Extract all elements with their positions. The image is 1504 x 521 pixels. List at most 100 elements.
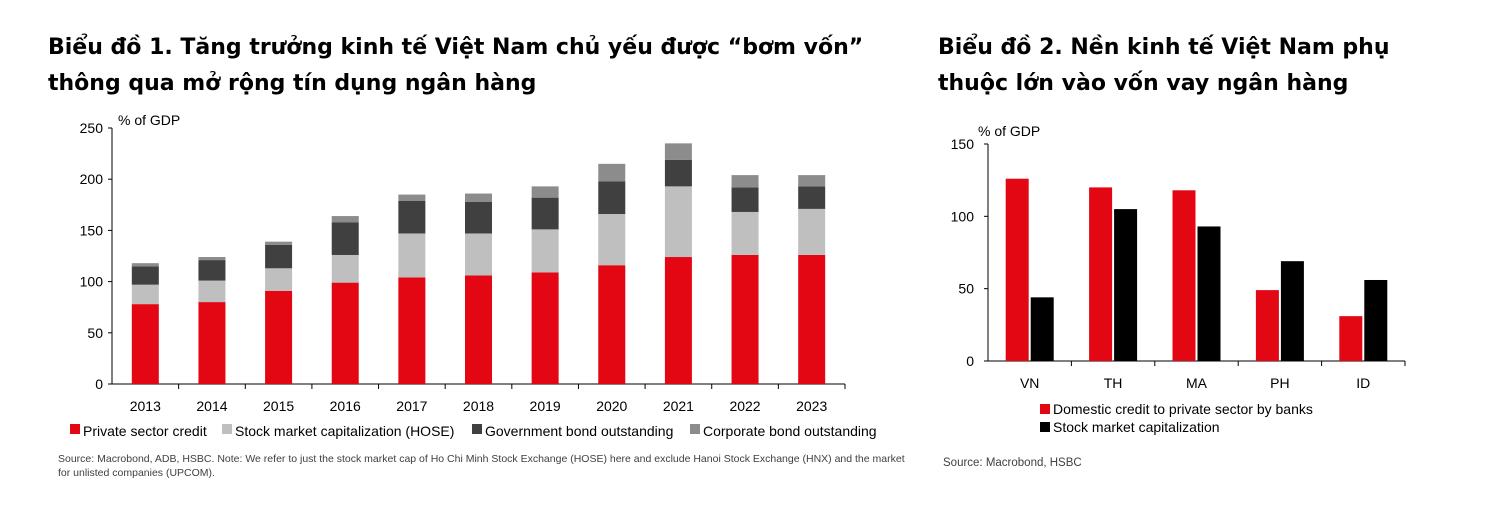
legend-label-government-bond-outstanding: Government bond outstanding xyxy=(485,423,673,439)
bar-domestic-credit-to-private-sector-by-banks-ID xyxy=(1339,316,1363,361)
bar-private-sector-credit-2017 xyxy=(398,277,426,384)
bar-corporate-bond-outstanding-2013 xyxy=(131,263,159,267)
x-tick-label: 2019 xyxy=(530,398,561,414)
bar-stock-market-capitalization-hose-2020 xyxy=(598,214,626,266)
x-tick-label: 2020 xyxy=(596,398,627,414)
bar-stock-market-capitalization-MA xyxy=(1197,226,1221,361)
y-tick-label: 150 xyxy=(80,222,104,238)
legend-label-stock-market-capitalization-hose: Stock market capitalization (HOSE) xyxy=(235,423,454,439)
bar-government-bond-outstanding-2014 xyxy=(198,260,226,281)
bar-stock-market-capitalization-hose-2015 xyxy=(265,268,293,291)
x-tick-label: 2014 xyxy=(196,398,227,414)
bar-government-bond-outstanding-2021 xyxy=(664,159,692,187)
bar-stock-market-capitalization-PH xyxy=(1280,261,1304,361)
bar-private-sector-credit-2022 xyxy=(731,254,759,384)
bar-stock-market-capitalization-VN xyxy=(1030,297,1054,361)
bar-private-sector-credit-2018 xyxy=(465,275,492,384)
x-tick-label: 2023 xyxy=(796,398,827,414)
bar-corporate-bond-outstanding-2022 xyxy=(731,175,759,188)
legend-swatch-domestic-credit-to-private-sector-by-banks xyxy=(1040,404,1050,414)
y-axis-unit-label: % of GDP xyxy=(118,112,180,128)
chart2-source-note: Source: Macrobond, HSBC xyxy=(943,457,1082,469)
legend-label-corporate-bond-outstanding: Corporate bond outstanding xyxy=(703,423,877,439)
bar-stock-market-capitalization-ID xyxy=(1364,279,1388,361)
bar-stock-market-capitalization-hose-2017 xyxy=(398,233,426,278)
legend-swatch-government-bond-outstanding xyxy=(472,424,482,434)
legend-label-stock-market-capitalization: Stock market capitalization xyxy=(1053,419,1220,435)
bar-domestic-credit-to-private-sector-by-banks-TH xyxy=(1089,187,1113,361)
bar-government-bond-outstanding-2020 xyxy=(598,181,626,215)
chart2-title: Biểu đồ 2. Nền kinh tế Việt Nam phụ thuộ… xyxy=(938,35,1390,96)
bar-corporate-bond-outstanding-2018 xyxy=(465,193,492,202)
bar-government-bond-outstanding-2015 xyxy=(265,244,293,269)
bar-corporate-bond-outstanding-2021 xyxy=(664,143,692,160)
y-tick-label: 50 xyxy=(958,281,974,297)
x-tick-label: 2021 xyxy=(663,398,694,414)
bar-government-bond-outstanding-2022 xyxy=(731,187,759,212)
y-tick-label: 0 xyxy=(966,353,974,369)
bar-stock-market-capitalization-hose-2023 xyxy=(798,208,826,255)
legend-swatch-stock-market-capitalization xyxy=(1040,422,1050,432)
bar-private-sector-credit-2013 xyxy=(131,304,159,384)
bar-government-bond-outstanding-2013 xyxy=(131,266,159,285)
y-tick-label: 100 xyxy=(80,274,104,290)
x-tick-label: 2016 xyxy=(330,398,361,414)
bar-private-sector-credit-2020 xyxy=(598,265,626,384)
x-tick-label: 2018 xyxy=(463,398,494,414)
chart1-title: Biểu đồ 1. Tăng trưởng kinh tế Việt Nam … xyxy=(48,35,864,96)
bar-corporate-bond-outstanding-2015 xyxy=(265,241,293,245)
x-tick-label: 2015 xyxy=(263,398,294,414)
y-tick-label: 150 xyxy=(951,136,975,152)
bar-private-sector-credit-2019 xyxy=(531,272,559,384)
bar-government-bond-outstanding-2018 xyxy=(465,201,492,234)
bar-stock-market-capitalization-hose-2016 xyxy=(331,254,359,283)
bar-government-bond-outstanding-2017 xyxy=(398,200,426,234)
y-tick-label: 0 xyxy=(95,376,103,392)
bar-private-sector-credit-2021 xyxy=(664,257,692,384)
bar-private-sector-credit-2023 xyxy=(798,254,826,384)
bar-corporate-bond-outstanding-2014 xyxy=(198,257,226,261)
bar-government-bond-outstanding-2023 xyxy=(798,186,826,209)
legend-label-domestic-credit-to-private-sector-by-banks: Domestic credit to private sector by ban… xyxy=(1053,401,1313,417)
x-tick-label: MA xyxy=(1186,375,1208,391)
bar-corporate-bond-outstanding-2023 xyxy=(798,175,826,187)
y-tick-label: 200 xyxy=(80,171,104,187)
x-tick-label: 2017 xyxy=(396,398,427,414)
bar-government-bond-outstanding-2019 xyxy=(531,197,559,230)
bar-domestic-credit-to-private-sector-by-banks-PH xyxy=(1255,290,1279,361)
y-axis-unit-label: % of GDP xyxy=(978,123,1040,139)
bar-private-sector-credit-2015 xyxy=(265,290,293,384)
x-tick-label: VN xyxy=(1020,375,1039,391)
y-tick-label: 100 xyxy=(951,208,975,224)
bar-private-sector-credit-2016 xyxy=(331,282,359,384)
x-tick-label: 2022 xyxy=(729,398,760,414)
bar-corporate-bond-outstanding-2017 xyxy=(398,194,426,201)
bar-stock-market-capitalization-hose-2013 xyxy=(131,284,159,305)
legend-swatch-private-sector-credit xyxy=(70,424,80,434)
legend-swatch-corporate-bond-outstanding xyxy=(690,424,700,434)
bar-stock-market-capitalization-hose-2022 xyxy=(731,211,759,255)
y-tick-label: 250 xyxy=(80,120,104,136)
y-tick-label: 50 xyxy=(87,325,103,341)
bar-stock-market-capitalization-hose-2019 xyxy=(531,229,559,273)
bar-private-sector-credit-2014 xyxy=(198,302,226,384)
legend-swatch-stock-market-capitalization-hose xyxy=(222,424,232,434)
bar-stock-market-capitalization-hose-2021 xyxy=(664,186,692,258)
x-tick-label: 2013 xyxy=(130,398,161,414)
x-tick-label: ID xyxy=(1356,375,1370,391)
bar-corporate-bond-outstanding-2016 xyxy=(331,216,359,223)
bar-government-bond-outstanding-2016 xyxy=(331,222,359,255)
bar-domestic-credit-to-private-sector-by-banks-MA xyxy=(1172,190,1196,361)
bar-stock-market-capitalization-hose-2018 xyxy=(465,233,492,276)
bar-domestic-credit-to-private-sector-by-banks-VN xyxy=(1005,178,1029,361)
bar-stock-market-capitalization-hose-2014 xyxy=(198,280,226,303)
x-tick-label: TH xyxy=(1104,375,1123,391)
chart1-source-note: Source: Macrobond, ADB, HSBC. Note: We r… xyxy=(58,453,905,479)
bar-corporate-bond-outstanding-2019 xyxy=(531,186,559,198)
x-tick-label: PH xyxy=(1270,375,1289,391)
bar-corporate-bond-outstanding-2020 xyxy=(598,163,626,182)
bar-stock-market-capitalization-TH xyxy=(1114,209,1138,361)
legend-label-private-sector-credit: Private sector credit xyxy=(83,423,207,439)
